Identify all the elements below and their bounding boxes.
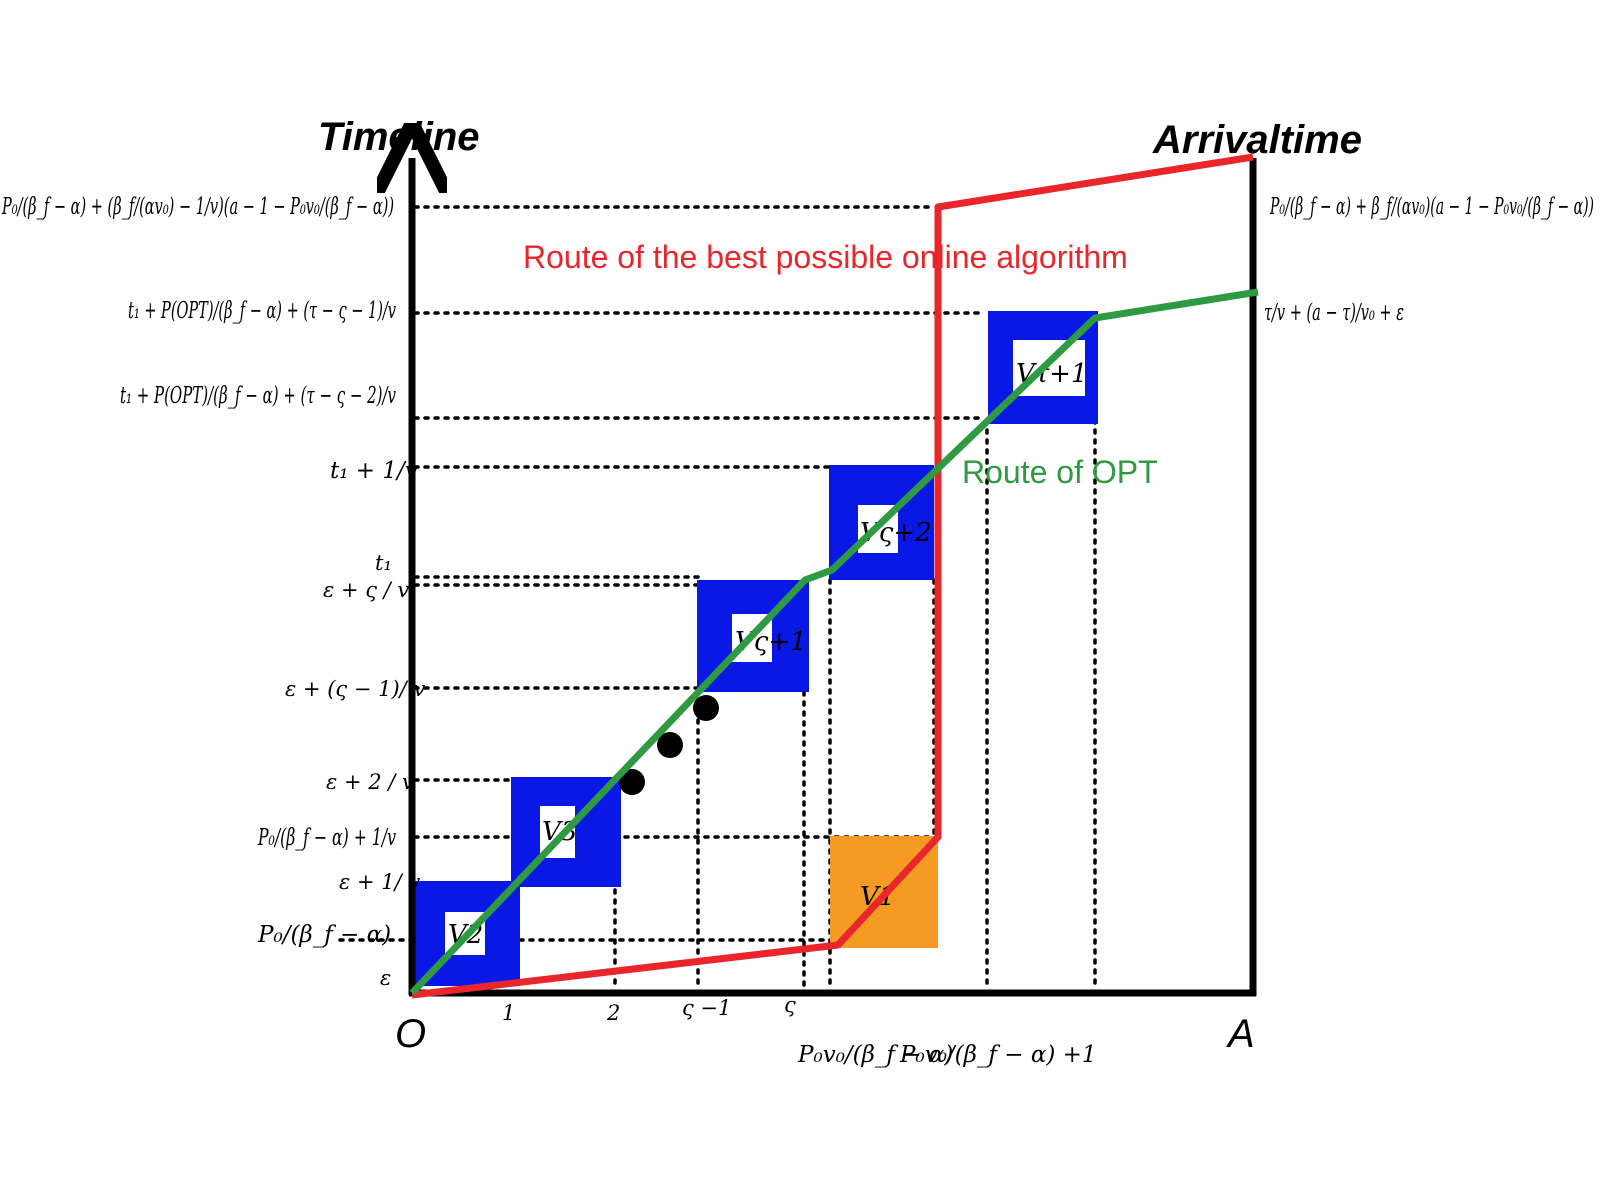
timeline-title: Timeline — [318, 115, 480, 159]
y-label-p0: P₀/(β_f − α) — [257, 922, 391, 948]
x-label-s-minus-1: ς −1 — [682, 996, 731, 1020]
y-label-top-left: P₀/(β_f − α) + (β_f/(αv₀) − 1/v)(a − 1 −… — [1, 194, 394, 220]
ellipsis-dot — [619, 769, 645, 795]
ellipsis-dot — [693, 695, 719, 721]
x-label-s: ς — [784, 993, 796, 1017]
y-label-t1-plus: t₁ + 1/v — [330, 458, 418, 484]
arrivaltime-title: Arrivaltime — [1152, 118, 1362, 162]
axes — [409, 158, 1257, 997]
y-label-eps-2: ε + 2 / v — [326, 770, 414, 794]
y-label-opt-1: t₁ + P(OPT)/(β_f − α) + (τ − ς − 1)/v — [128, 298, 396, 324]
y-label-t1: t₁ — [375, 551, 392, 575]
x-label-p0v0: P₀v₀/(β_f − α) — [797, 1042, 953, 1068]
x-label-2: 2 — [606, 1001, 620, 1025]
right-label-opt-end: τ/v + (a − τ)/v₀ + ε — [1264, 300, 1404, 326]
y-label-eps-s1: ε + (ς − 1)/ v — [285, 677, 425, 701]
ellipsis-dot — [657, 732, 683, 758]
y-label-opt-2: t₁ + P(OPT)/(β_f − α) + (τ − ς − 2)/v — [120, 383, 396, 409]
y-label-p0-plus: P₀/(β_f − α) + 1/v — [257, 825, 396, 851]
route-online-label: Route of the best possible online algori… — [523, 239, 1128, 275]
y-label-eps-1: ε + 1/ v — [339, 870, 420, 894]
route-opt-line — [409, 288, 1259, 996]
y-label-eps: ε — [380, 966, 391, 990]
y-label-eps-s: ε + ς / v — [323, 578, 409, 602]
route-online-line — [411, 153, 1254, 999]
right-label-top: P₀/(β_f − α) + β_f/(αv₀)(a − 1 − P₀v₀/(β… — [1269, 194, 1594, 220]
end-label: A — [1226, 1012, 1255, 1056]
x-label-1: 1 — [502, 1001, 515, 1025]
ellipsis-dots — [619, 695, 719, 795]
origin-label: O — [395, 1012, 426, 1056]
x-label-p0v0-plus: P₀v₀/(β_f − α) +1 — [899, 1042, 1097, 1068]
route-opt-label: Route of OPT — [962, 454, 1158, 490]
